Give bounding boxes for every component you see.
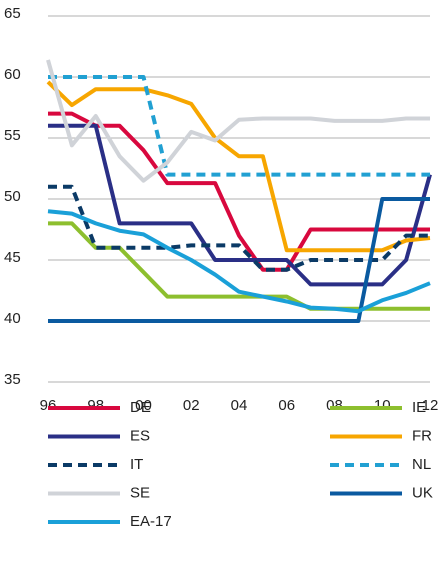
x-tick-label: 00 bbox=[135, 397, 152, 414]
legend-label: SE bbox=[130, 484, 150, 501]
y-tick-label: 65 bbox=[4, 5, 21, 22]
x-tick-label: 08 bbox=[326, 397, 343, 414]
series-line bbox=[48, 184, 430, 272]
x-tick-label: 04 bbox=[231, 397, 248, 414]
legend-label: IT bbox=[130, 456, 143, 473]
y-tick-label: 45 bbox=[4, 249, 21, 266]
legend-label: DE bbox=[130, 399, 151, 416]
x-tick-label: 02 bbox=[183, 397, 200, 414]
series-line bbox=[48, 197, 430, 323]
legend-label: EA-17 bbox=[130, 513, 172, 530]
series-line bbox=[48, 75, 430, 177]
y-tick-label: 50 bbox=[4, 188, 21, 205]
y-tick-label: 40 bbox=[4, 310, 21, 327]
y-tick-label: 35 bbox=[4, 371, 21, 388]
legend-label: NL bbox=[412, 456, 431, 473]
legend-label: IE bbox=[412, 399, 426, 416]
series-line bbox=[46, 59, 430, 183]
x-tick-label: 06 bbox=[278, 397, 295, 414]
legend-label: ES bbox=[130, 427, 150, 444]
y-tick-label: 60 bbox=[4, 66, 21, 83]
series-line bbox=[48, 111, 430, 272]
x-tick-label: 10 bbox=[374, 397, 391, 414]
series-line bbox=[46, 80, 431, 253]
legend-label: UK bbox=[412, 484, 433, 501]
x-tick-label: 96 bbox=[40, 397, 57, 414]
x-tick-label: 98 bbox=[87, 397, 104, 414]
legend-label: FR bbox=[412, 427, 432, 444]
x-tick-label: 12 bbox=[422, 397, 439, 414]
y-tick-label: 55 bbox=[4, 127, 21, 144]
series-line bbox=[47, 209, 431, 314]
